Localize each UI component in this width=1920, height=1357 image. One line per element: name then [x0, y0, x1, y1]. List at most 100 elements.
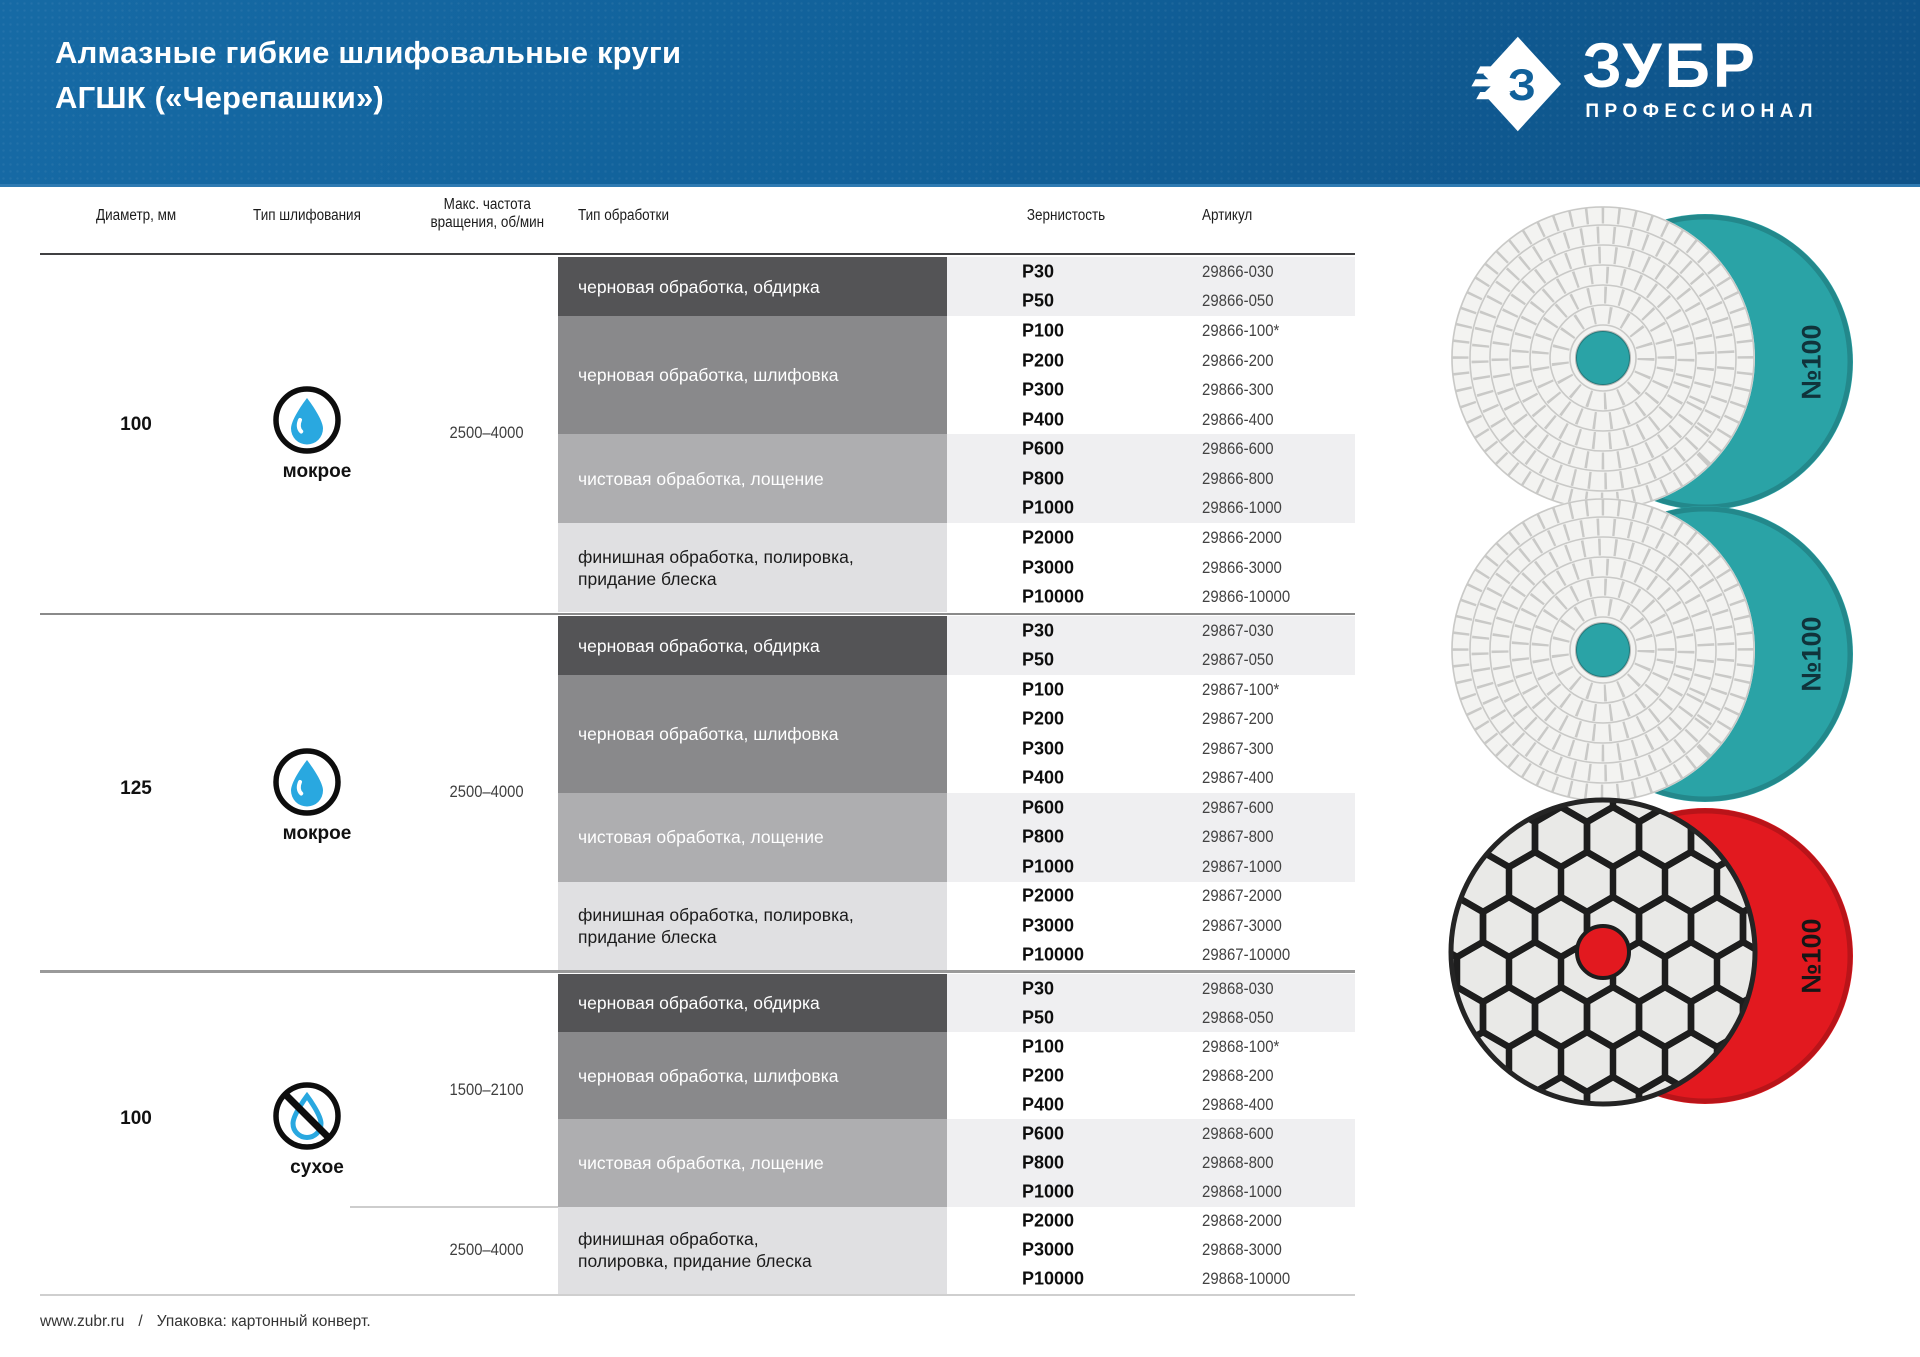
table-row: P400 29868-400 [947, 1090, 1355, 1120]
article-number: 29868-050 [1202, 1007, 1274, 1027]
table-row: P600 29867-600 [947, 793, 1355, 823]
grit-value: P800 [1022, 1152, 1065, 1173]
grit-value: P200 [1022, 350, 1065, 371]
table-row: P10000 29868-10000 [947, 1264, 1355, 1294]
grit-value: P600 [1022, 797, 1065, 818]
footer-packaging: Упаковка: картонный конверт. [156, 1313, 371, 1330]
grit-value: P2000 [1022, 1210, 1075, 1231]
brand-logo: З ЗУБР ПРОФЕССИОНАЛ [1466, 34, 1818, 132]
processing-band: финишная обработка, полировка, придание … [558, 1206, 947, 1294]
column-header-processing-type: Тип обработки [578, 207, 669, 224]
article-number: 29868-600 [1202, 1123, 1274, 1143]
grit-value: P3000 [1022, 557, 1075, 578]
grit-value: P10000 [1022, 1268, 1085, 1289]
table-row: P2000 29867-2000 [947, 881, 1355, 911]
article-number: 29866-600 [1202, 439, 1274, 459]
max-rpm-value: 2500–4000 [399, 782, 575, 802]
max-rpm-text: 1500–2100 [449, 1080, 525, 1099]
article-number: 29866-10000 [1202, 587, 1291, 607]
grit-value: P30 [1022, 261, 1055, 282]
table-row: P800 29867-800 [947, 822, 1355, 852]
article-number: 29866-1000 [1202, 498, 1282, 518]
grit-value: P100 [1022, 679, 1065, 700]
processing-band: финишная обработка, полировка, придание … [558, 881, 947, 970]
processing-band: чистовая обработка, лощение [558, 793, 947, 882]
grit-value: P2000 [1022, 885, 1075, 906]
processing-band: черновая обработка, обдирка [558, 257, 947, 317]
svg-text:№100: №100 [1796, 616, 1826, 691]
processing-band-label: чистовая обработка, лощение [578, 468, 824, 489]
table-row: P100 29866-100* [947, 316, 1355, 346]
processing-band: черновая обработка, шлифовка [558, 675, 947, 793]
processing-band-label: чистовая обработка, лощение [578, 827, 824, 848]
diameter-value: 100 [120, 1108, 152, 1129]
table-bottom-line [40, 1294, 1355, 1296]
article-number: 29867-050 [1202, 650, 1274, 670]
pad-photo-wet-100: №100 [1405, 198, 1900, 520]
article-number: 29868-200 [1202, 1065, 1274, 1085]
rpm-section-divider [350, 1206, 558, 1208]
processing-band-label: черновая обработка, обдирка [578, 993, 820, 1014]
table-row: P200 29867-200 [947, 704, 1355, 734]
processing-band-label: черновая обработка, обдирка [578, 276, 820, 297]
table-row: P3000 29867-3000 [947, 911, 1355, 941]
article-number: 29866-3000 [1202, 557, 1282, 577]
table-row: P400 29867-400 [947, 763, 1355, 793]
group-divider-1 [40, 613, 1355, 615]
table-row: P2000 29868-2000 [947, 1206, 1355, 1236]
article-number: 29868-400 [1202, 1094, 1274, 1114]
svg-text:№100: №100 [1796, 918, 1826, 993]
max-rpm-value: 2500–4000 [399, 1240, 575, 1260]
pad-photo-dry-100: №100 [1405, 792, 1900, 1114]
table-row: P50 29867-050 [947, 645, 1355, 675]
article-number: 29868-2000 [1202, 1211, 1282, 1231]
header-underline [40, 253, 1355, 255]
table-row: P1000 29868-1000 [947, 1177, 1355, 1207]
grit-value: P3000 [1022, 915, 1075, 936]
table-row: P30 29866-030 [947, 257, 1355, 287]
grit-value: P200 [1022, 1065, 1065, 1086]
page-title-line2: АГШК («Черепашки») [55, 80, 384, 115]
grit-value: P1000 [1022, 1181, 1075, 1202]
table-row: P30 29867-030 [947, 616, 1355, 646]
table-row: P3000 29866-3000 [947, 552, 1355, 583]
grit-value: P10000 [1022, 586, 1085, 607]
table-row: P3000 29868-3000 [947, 1235, 1355, 1265]
grit-value: P300 [1022, 738, 1065, 759]
processing-band: чистовая обработка, лощение [558, 434, 947, 524]
article-number: 29868-030 [1202, 978, 1274, 998]
table-row: P400 29866-400 [947, 404, 1355, 435]
table-row: P600 29866-600 [947, 434, 1355, 465]
article-number: 29866-100* [1202, 320, 1280, 340]
brand-text: ЗУБР ПРОФЕССИОНАЛ [1582, 34, 1818, 123]
footer: www.zubr.ru / Упаковка: картонный конверт. [40, 1313, 385, 1331]
table-row: P200 29866-200 [947, 345, 1355, 376]
table-row: P200 29868-200 [947, 1061, 1355, 1091]
pad-photo-wet-125: №100 [1405, 490, 1900, 812]
group-divider-2 [40, 970, 1355, 973]
article-number: 29867-10000 [1202, 945, 1291, 965]
processing-band-label: черновая обработка, шлифовка [578, 1065, 839, 1086]
processing-band-label: черновая обработка, шлифовка [578, 365, 839, 386]
max-rpm-text: 2500–4000 [449, 1240, 525, 1259]
processing-band-label: финишная обработка, полировка, придание … [578, 904, 854, 947]
article-number: 29867-200 [1202, 709, 1274, 729]
article-number: 29866-200 [1202, 350, 1274, 370]
processing-band: чистовая обработка, лощение [558, 1119, 947, 1207]
grit-value: P30 [1022, 620, 1055, 641]
grit-value: P50 [1022, 1007, 1055, 1028]
column-header-grinding-type: Тип шлифования [253, 207, 361, 224]
processing-band: черновая обработка, шлифовка [558, 316, 947, 435]
max-rpm-value: 2500–4000 [399, 423, 575, 443]
column-header-grit: Зернистость [1026, 207, 1106, 224]
article-number: 29867-600 [1202, 797, 1274, 817]
article-number: 29868-3000 [1202, 1240, 1282, 1260]
footer-site: www.zubr.ru [40, 1313, 125, 1330]
water-drop-icon [272, 385, 342, 455]
max-rpm-text: 2500–4000 [449, 782, 525, 801]
grit-value: P800 [1022, 468, 1065, 489]
table-row: P100 29868-100* [947, 1032, 1355, 1062]
processing-band-label: финишная обработка, полировка, придание … [578, 1229, 812, 1272]
grit-value: P100 [1022, 320, 1065, 341]
